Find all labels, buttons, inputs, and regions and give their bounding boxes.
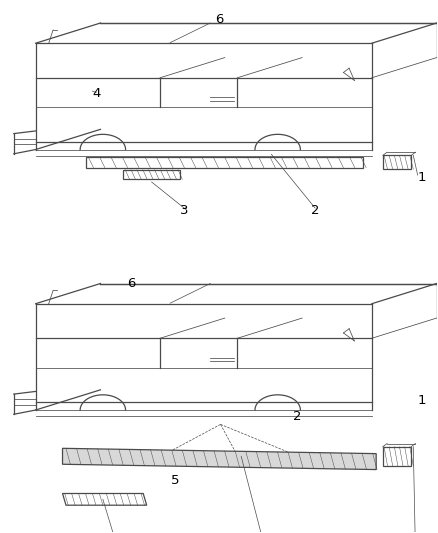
Text: 1: 1 — [418, 394, 426, 407]
Text: 3: 3 — [180, 204, 188, 217]
Polygon shape — [63, 448, 376, 470]
Text: 4: 4 — [92, 87, 101, 100]
Text: 6: 6 — [215, 13, 223, 26]
Text: 1: 1 — [418, 171, 426, 184]
Text: 6: 6 — [127, 277, 136, 290]
Text: 5: 5 — [171, 474, 180, 487]
Text: 2: 2 — [293, 410, 302, 423]
Text: 2: 2 — [311, 204, 319, 217]
